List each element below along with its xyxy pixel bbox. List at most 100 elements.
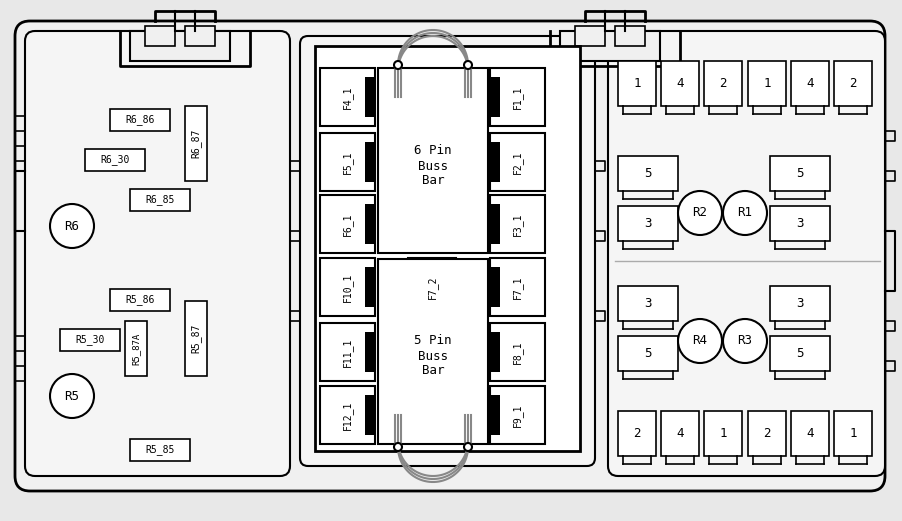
Text: 5: 5	[796, 347, 803, 360]
Bar	[319, 195, 374, 253]
Bar	[617, 61, 655, 106]
Circle shape	[393, 443, 401, 451]
Bar	[769, 286, 829, 321]
Circle shape	[393, 61, 401, 69]
Text: F8_1: F8_1	[511, 340, 522, 364]
Bar	[490, 204, 500, 244]
Bar	[85, 149, 145, 171]
Text: 5 Pin
Buss
Bar: 5 Pin Buss Bar	[414, 334, 451, 378]
Bar	[704, 61, 741, 106]
Bar	[747, 61, 785, 106]
Text: R5_30: R5_30	[75, 334, 105, 345]
Text: 2: 2	[762, 427, 770, 440]
Text: F10_1: F10_1	[342, 272, 353, 302]
FancyBboxPatch shape	[25, 31, 290, 476]
Text: R5_85: R5_85	[145, 444, 174, 455]
Bar	[490, 77, 500, 117]
Bar	[617, 336, 677, 371]
Text: F11_1: F11_1	[342, 337, 353, 367]
Text: R6_87: R6_87	[190, 128, 201, 158]
Bar	[617, 156, 677, 191]
Bar	[490, 68, 545, 126]
Text: R5: R5	[64, 390, 79, 403]
Bar	[319, 68, 374, 126]
Bar	[364, 142, 374, 182]
Text: F1_1: F1_1	[511, 85, 522, 109]
Text: F9_1: F9_1	[511, 403, 522, 427]
Bar	[364, 77, 374, 117]
Text: 1: 1	[632, 77, 640, 90]
Text: 1: 1	[762, 77, 770, 90]
Bar	[747, 411, 785, 456]
FancyBboxPatch shape	[15, 21, 884, 491]
Bar	[490, 258, 545, 316]
Text: 3: 3	[643, 297, 651, 310]
Bar	[185, 301, 207, 376]
Bar	[617, 411, 655, 456]
Bar	[490, 267, 500, 307]
Bar	[490, 142, 500, 182]
Text: F2_1: F2_1	[511, 150, 522, 173]
Circle shape	[723, 319, 766, 363]
Bar	[614, 26, 644, 46]
Bar	[833, 411, 871, 456]
Bar	[490, 386, 545, 444]
Bar	[660, 61, 698, 106]
Text: F5_1: F5_1	[342, 150, 353, 173]
Bar	[446, 267, 456, 307]
Circle shape	[50, 374, 94, 418]
Text: 3: 3	[643, 217, 651, 230]
Bar	[319, 133, 374, 191]
Bar	[790, 61, 828, 106]
Bar	[364, 332, 374, 373]
Bar	[130, 189, 189, 211]
Circle shape	[677, 191, 722, 235]
Text: 3: 3	[796, 297, 803, 310]
Bar	[124, 321, 147, 376]
Bar	[185, 26, 215, 46]
Text: R6_86: R6_86	[125, 115, 154, 126]
Bar	[617, 286, 677, 321]
Text: R3: R3	[737, 334, 751, 348]
Bar	[490, 133, 545, 191]
Bar	[319, 323, 374, 381]
Circle shape	[677, 319, 722, 363]
Bar	[769, 156, 829, 191]
Bar	[660, 411, 698, 456]
Bar	[559, 31, 659, 61]
Text: 1: 1	[848, 427, 856, 440]
Bar	[60, 329, 120, 351]
Text: R1: R1	[737, 206, 751, 219]
Bar	[490, 332, 500, 373]
Bar	[490, 323, 545, 381]
Circle shape	[464, 443, 472, 451]
Text: F3_1: F3_1	[511, 212, 522, 235]
Bar	[315, 46, 579, 451]
Text: 4: 4	[676, 77, 683, 90]
Circle shape	[723, 191, 766, 235]
Text: 1: 1	[719, 427, 726, 440]
Bar	[378, 68, 487, 253]
Bar	[130, 31, 230, 61]
Text: 5: 5	[796, 167, 803, 180]
Text: R5_87A: R5_87A	[132, 333, 141, 365]
Bar	[364, 395, 374, 436]
Bar	[408, 258, 456, 316]
Text: 4: 4	[676, 427, 683, 440]
Text: R6_85: R6_85	[145, 194, 174, 205]
Text: R4: R4	[692, 334, 706, 348]
Bar	[110, 289, 170, 311]
Bar	[490, 195, 545, 253]
Text: F7_1: F7_1	[511, 275, 522, 299]
Bar	[364, 204, 374, 244]
Text: F4_1: F4_1	[342, 85, 353, 109]
Bar	[130, 439, 189, 461]
Text: 4: 4	[805, 427, 813, 440]
Text: 6 Pin
Buss
Bar: 6 Pin Buss Bar	[414, 144, 451, 188]
Bar	[617, 206, 677, 241]
Text: R5_86: R5_86	[125, 294, 154, 305]
Bar	[769, 206, 829, 241]
Text: 4: 4	[805, 77, 813, 90]
Circle shape	[50, 204, 94, 248]
Circle shape	[464, 61, 472, 69]
